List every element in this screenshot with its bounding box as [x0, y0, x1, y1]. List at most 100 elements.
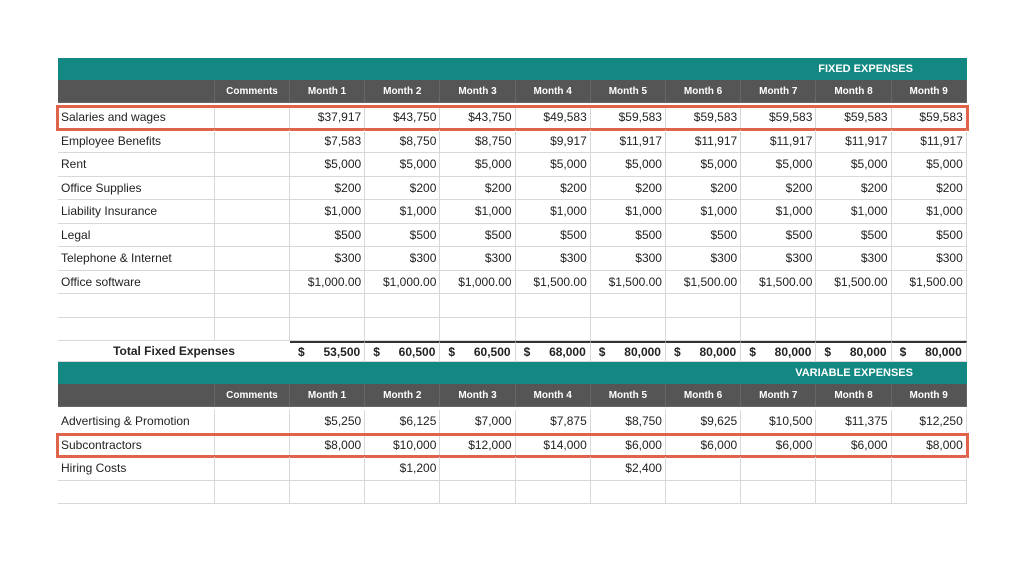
header-month: Month 8: [816, 80, 892, 103]
value-cell: [816, 457, 892, 481]
value-cell: $1,000: [666, 200, 742, 224]
value-cell: [741, 317, 817, 341]
value-cell: $300: [515, 247, 591, 271]
value-cell: [515, 480, 591, 504]
value-cell: $1,000: [590, 200, 666, 224]
value-cell: $1,000: [290, 200, 366, 224]
value-cell: $500: [891, 223, 967, 247]
header-month: Month 1: [290, 80, 366, 103]
header-month: Month 2: [365, 384, 441, 407]
value-cell: $7,875: [515, 410, 591, 434]
header-month: Month 4: [515, 384, 591, 407]
currency: $: [674, 345, 681, 359]
currency: $: [899, 345, 907, 359]
value-cell: $5,000: [741, 153, 817, 177]
value-cell: $9,625: [666, 410, 742, 434]
value-cell: $5,000: [891, 153, 967, 177]
currency: $: [598, 345, 606, 359]
currency: $: [373, 345, 380, 359]
value-cell: $5,000: [290, 153, 366, 177]
total-cell: $60,500: [365, 341, 441, 362]
value-cell: $300: [590, 247, 666, 271]
value-cell: [290, 317, 366, 341]
value-cell: [365, 317, 441, 341]
value-cell: $500: [365, 223, 441, 247]
header-month: Month 6: [666, 80, 742, 103]
header-month: Month 5: [590, 384, 666, 407]
value-cell: [891, 294, 967, 318]
comments-cell: [215, 200, 290, 224]
value-cell: $11,917: [816, 129, 892, 153]
value-cell: $1,500.00: [741, 270, 817, 294]
value-cell: [515, 457, 591, 481]
total-amount: 80,000: [849, 345, 887, 359]
header-month: Month 9: [891, 80, 967, 103]
total-amount: 60,500: [473, 345, 511, 359]
comments-cell: [215, 270, 290, 294]
header-month: Month 3: [440, 80, 516, 103]
value-cell: [290, 457, 366, 481]
currency: $: [824, 345, 832, 359]
value-cell: $8,750: [440, 129, 516, 153]
row-label: Office software: [58, 270, 215, 294]
header-cell: [58, 384, 215, 407]
total-amount: 60,500: [398, 345, 436, 359]
value-cell: $200: [666, 176, 742, 200]
total-amount: 80,000: [624, 345, 661, 359]
header-month: Month 5: [590, 80, 666, 103]
value-cell: $500: [816, 223, 892, 247]
value-cell: $500: [741, 223, 817, 247]
highlight-box: [56, 105, 969, 131]
value-cell: $1,000: [816, 200, 892, 224]
value-cell: [590, 294, 666, 318]
currency: $: [523, 345, 531, 359]
value-cell: $300: [290, 247, 366, 271]
value-cell: [440, 317, 516, 341]
currency: $: [298, 345, 305, 359]
value-cell: $500: [440, 223, 516, 247]
value-cell: [440, 480, 516, 504]
value-cell: $9,917: [515, 129, 591, 153]
value-cell: [515, 294, 591, 318]
value-cell: $500: [666, 223, 742, 247]
row-label: Rent: [58, 153, 215, 177]
row-label: Advertising & Promotion: [58, 410, 215, 434]
value-cell: $6,125: [365, 410, 441, 434]
value-cell: $300: [891, 247, 967, 271]
total-cell: $80,000: [816, 341, 892, 362]
total-label: Total Fixed Expenses: [58, 341, 290, 362]
total-cell: $80,000: [741, 341, 817, 362]
value-cell: $1,500.00: [515, 270, 591, 294]
comments-cell: [215, 317, 290, 341]
value-cell: $5,000: [590, 153, 666, 177]
header-month: Month 7: [741, 384, 817, 407]
value-cell: $500: [590, 223, 666, 247]
value-cell: [365, 480, 441, 504]
header-month: Month 7: [741, 80, 817, 103]
row-label: [58, 480, 215, 504]
value-cell: $200: [816, 176, 892, 200]
header-month: Month 6: [666, 384, 742, 407]
value-cell: [816, 480, 892, 504]
comments-cell: [215, 176, 290, 200]
value-cell: $10,500: [741, 410, 817, 434]
value-cell: [666, 457, 742, 481]
comments-cell: [215, 247, 290, 271]
value-cell: $2,400: [590, 457, 666, 481]
value-cell: [891, 480, 967, 504]
value-cell: $1,000.00: [365, 270, 441, 294]
value-cell: $1,000.00: [290, 270, 366, 294]
header-comments: Comments: [215, 384, 290, 407]
value-cell: $7,000: [440, 410, 516, 434]
total-cell: $60,500: [440, 341, 516, 362]
value-cell: $5,000: [666, 153, 742, 177]
value-cell: $5,000: [816, 153, 892, 177]
value-cell: [440, 457, 516, 481]
comments-cell: [215, 410, 290, 434]
value-cell: [666, 480, 742, 504]
header-cell: [58, 80, 215, 103]
row-label: Office Supplies: [58, 176, 215, 200]
row-label: Hiring Costs: [58, 457, 215, 481]
total-cell: $80,000: [590, 341, 666, 362]
row-label: Liability Insurance: [58, 200, 215, 224]
